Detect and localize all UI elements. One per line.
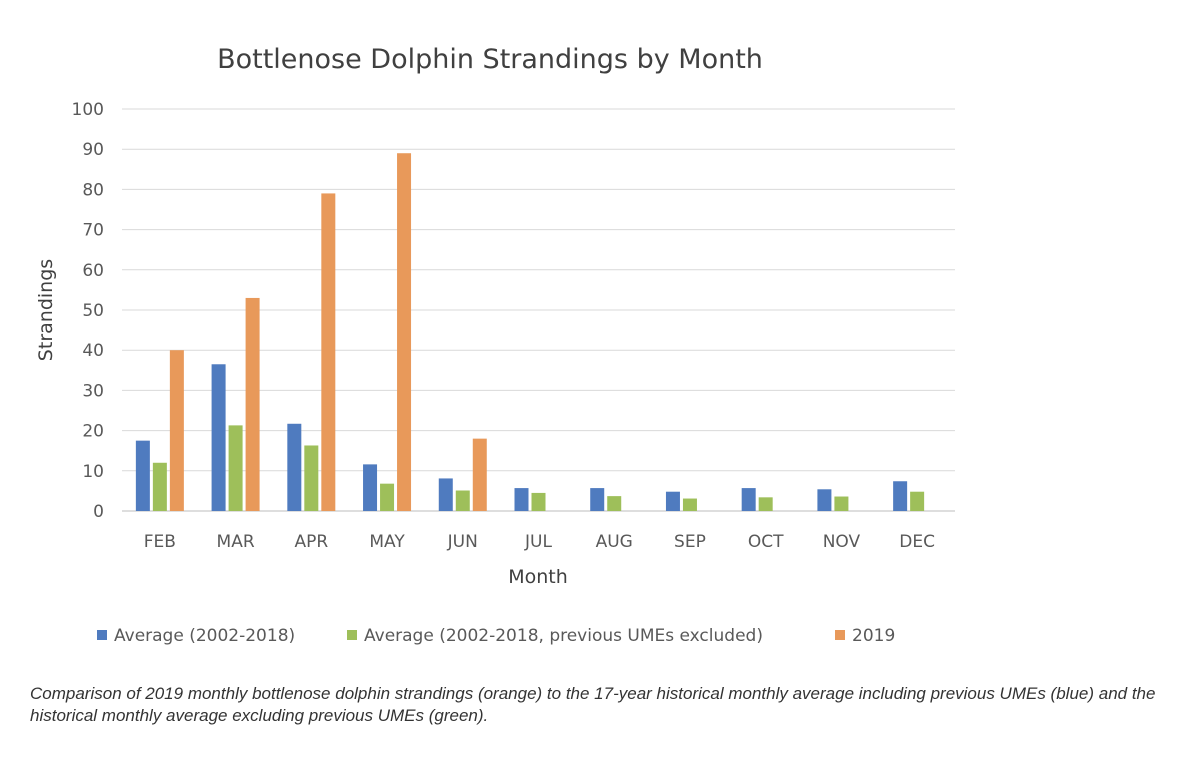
bar [472, 438, 487, 511]
legend: Average (2002-2018) Average (2002-2018, p… [97, 626, 895, 646]
x-tick-label: SEP [674, 532, 706, 552]
legend-label: Average (2002-2018) [114, 626, 295, 646]
x-tick-label: DEC [899, 532, 935, 552]
x-axis-ticks: FEB MAR APR MAY JUN JUL AUG SEP OCT NOV DEC [144, 532, 935, 552]
x-axis-label: Month [508, 566, 568, 588]
figure-caption: Comparison of 2019 monthly bottlenose do… [30, 684, 1156, 725]
grid-lines [122, 108, 955, 512]
bar [169, 350, 184, 511]
legend-swatch [347, 630, 357, 640]
y-tick-label: 90 [82, 140, 104, 160]
y-tick-label: 100 [72, 100, 104, 120]
x-tick-label: OCT [748, 532, 784, 552]
bar [893, 481, 908, 511]
bar [321, 193, 336, 512]
bar [152, 462, 167, 511]
bar [363, 464, 378, 511]
x-tick-label: NOV [823, 532, 861, 552]
y-tick-label: 10 [82, 462, 104, 482]
bar [514, 488, 529, 511]
chart-title: Bottlenose Dolphin Strandings by Month [217, 44, 763, 75]
bar [397, 153, 412, 511]
bar [438, 478, 453, 511]
y-tick-label: 30 [82, 381, 104, 401]
y-tick-label: 50 [82, 301, 104, 321]
legend-label: 2019 [852, 626, 895, 646]
bar [245, 297, 260, 511]
bar [817, 489, 832, 511]
bar [665, 491, 680, 511]
legend-label: Average (2002-2018, previous UMEs exclud… [364, 626, 763, 646]
y-axis-label: Strandings [35, 259, 57, 361]
bar [287, 423, 302, 511]
y-axis-ticks: 0 10 20 30 40 50 60 70 80 90 100 [72, 100, 104, 522]
bar [455, 490, 470, 511]
bar [910, 491, 925, 511]
bar [590, 488, 605, 511]
legend-swatch [835, 630, 845, 640]
y-tick-label: 20 [82, 422, 104, 442]
bar [741, 488, 756, 511]
x-tick-label: MAY [369, 532, 405, 552]
bar [682, 498, 697, 511]
bar [135, 440, 150, 511]
bar [304, 445, 319, 511]
bar [758, 497, 773, 511]
y-tick-label: 40 [82, 341, 104, 361]
bar [531, 492, 546, 511]
x-tick-label: JUL [524, 532, 552, 552]
y-tick-label: 60 [82, 261, 104, 281]
bar-chart: Bottlenose Dolphin Strandings by Month 0… [35, 44, 955, 646]
x-tick-label: JUN [447, 532, 478, 552]
x-tick-label: AUG [596, 532, 633, 552]
bars [135, 153, 925, 512]
bar [380, 483, 395, 511]
legend-swatch [97, 630, 107, 640]
y-tick-label: 70 [82, 221, 104, 241]
bar [607, 496, 622, 511]
y-tick-label: 80 [82, 180, 104, 200]
x-tick-label: APR [294, 532, 328, 552]
y-tick-label: 0 [93, 502, 104, 522]
bar [211, 364, 226, 511]
x-tick-label: FEB [144, 532, 176, 552]
bar [228, 425, 243, 511]
x-tick-label: MAR [217, 532, 255, 552]
bar [834, 496, 849, 511]
